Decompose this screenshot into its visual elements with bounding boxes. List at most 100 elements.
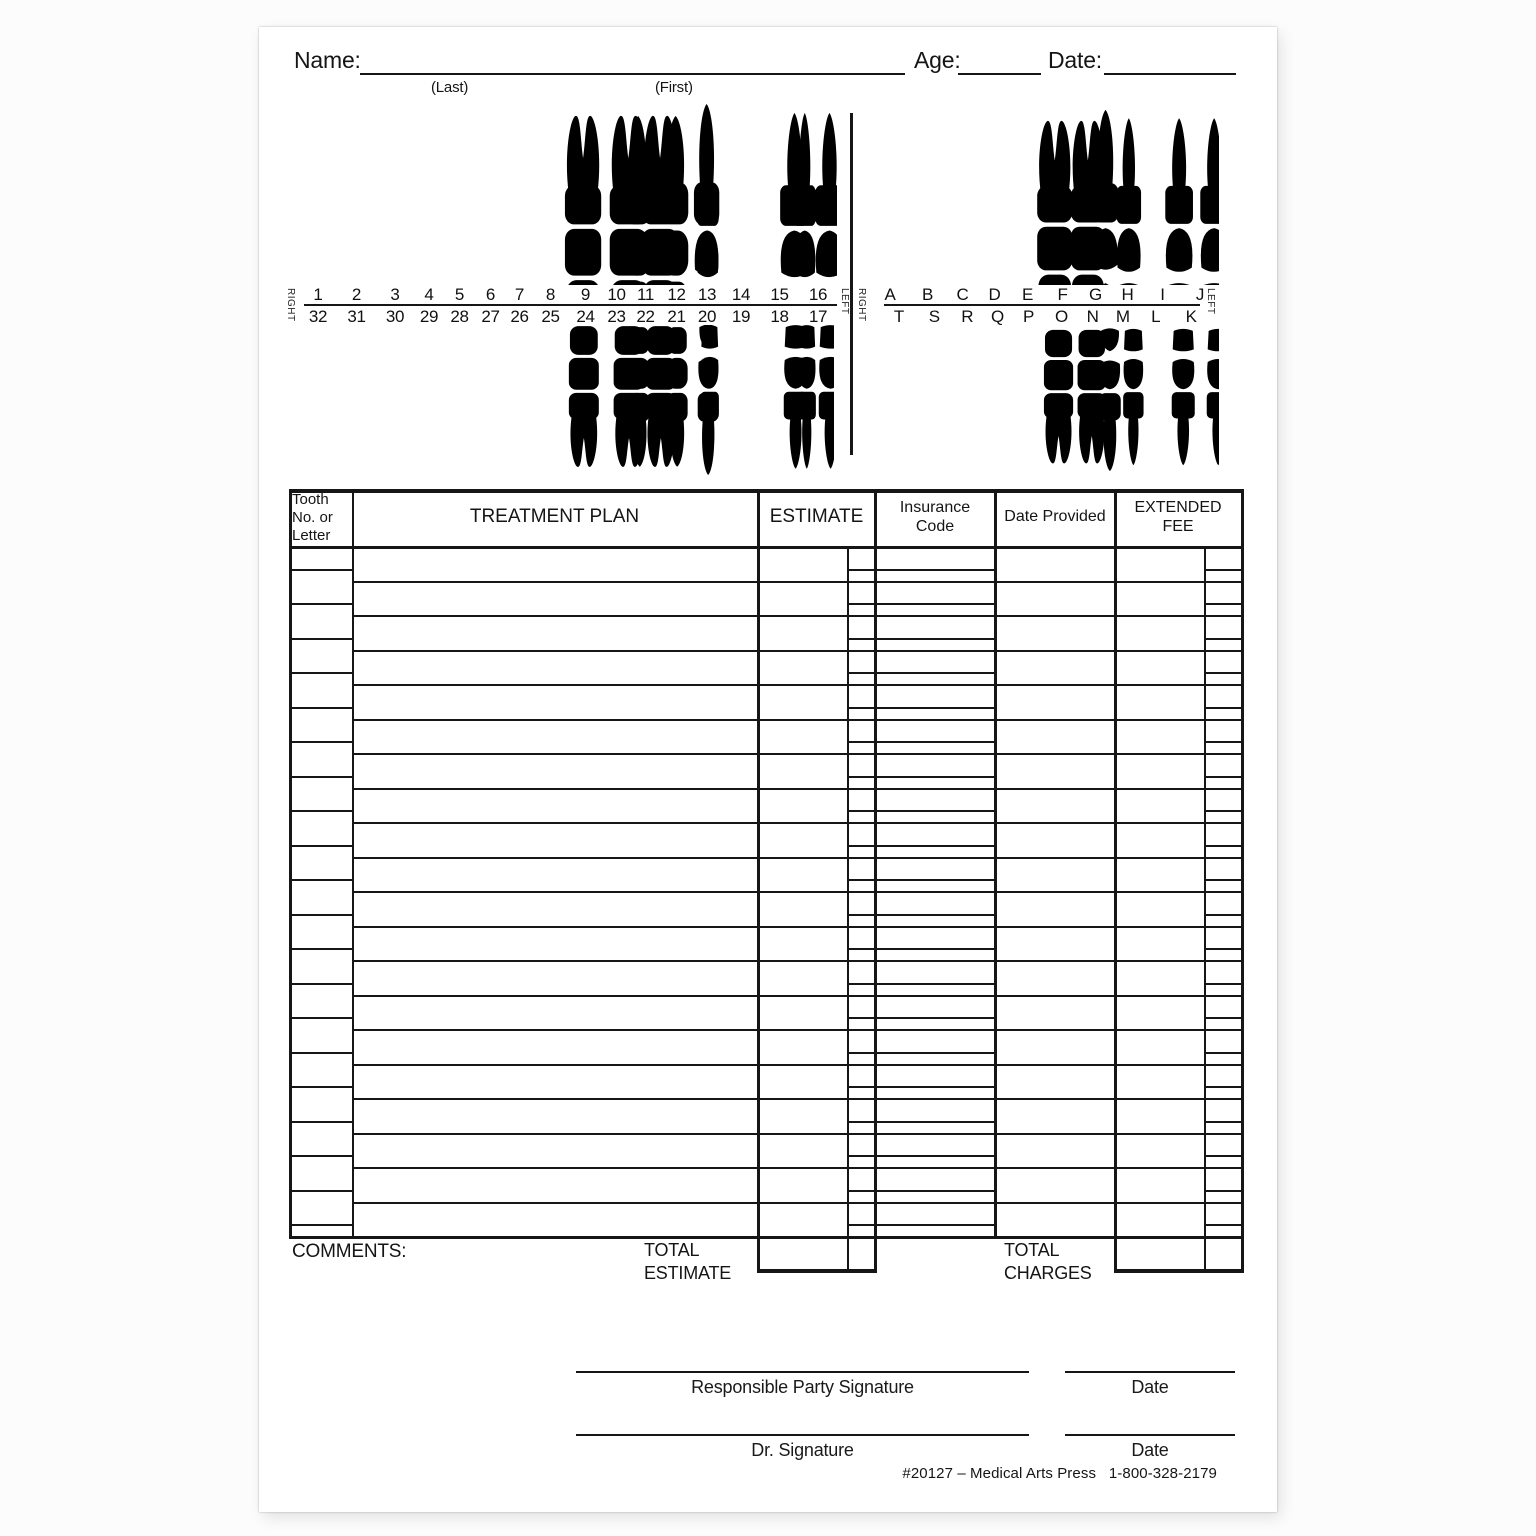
adult-upper-tooth-number: 16 [808,285,828,304]
fee-cents-writing-line [1204,1121,1241,1123]
total-charges-label: TOTAL CHARGES [1004,1240,1092,1283]
fee-cents-writing-line [1204,741,1241,743]
primary-upper-tooth-letter: J [1195,285,1205,304]
tooth-col-writing-line [289,879,352,881]
adult-upper-teeth-chart [564,104,837,285]
tooth-incisor [818,325,834,469]
estimate-cents-writing-line [847,569,994,571]
estimate-cents-writing-line [847,672,994,674]
primary-lower-tooth-letter: N [1086,307,1099,326]
adult-lower-tooth-number: 30 [385,307,405,326]
table-row-line [352,581,1241,583]
primary-lower-tooth-letter: T [893,307,904,326]
responsible-signature-label: Responsible Party Signature [691,1377,914,1397]
name-fill-line [360,73,905,75]
fee-cents-writing-line [1204,948,1241,950]
fee-cents-writing-line [1204,603,1241,605]
fee-cents-writing-line [1204,776,1241,778]
tooth-col-writing-line [289,569,352,571]
doctor-signature-line [576,1434,1029,1436]
estimate-cents-writing-line [847,776,994,778]
adult-upper-tooth-number: 2 [351,285,362,304]
adult-upper-tooth-number: 7 [514,285,525,304]
adult-upper-tooth-number: 8 [545,285,556,304]
table-row-line [352,719,1241,721]
primary-lower-tooth-letter: L [1151,307,1161,326]
fee-cents-writing-line [1204,707,1241,709]
age-fill-line [958,73,1041,75]
table-right-border [1241,489,1244,1269]
doctor-date-label: Date [1131,1440,1169,1460]
estimate-cents-writing-line [847,1190,994,1192]
total-charges-box-bottom [1114,1269,1244,1273]
fee-cents-writing-line [1204,914,1241,916]
estimate-cents-writing-line [847,741,994,743]
adult-lower-tooth-number: 31 [347,307,366,326]
adult-upper-tooth-number: 10 [607,285,626,304]
adult-lower-tooth-number: 26 [510,307,529,326]
adult-lower-tooth-number: 21 [667,307,686,326]
tooth-incisor [1116,118,1142,285]
primary-lower-tooth-letter: M [1115,307,1130,326]
tooth-incisor [1165,118,1193,285]
fee-cents-writing-line [1204,845,1241,847]
adult-lower-tooth-number: 20 [697,307,717,326]
primary-upper-tooth-letter: E [1021,285,1034,304]
table-row-line [352,650,1241,652]
estimate-cents-writing-line [847,638,994,640]
last-name-hint: (Last) [431,79,469,96]
primary-lower-tooth-letter: S [928,307,940,326]
primary-lower-tooth-letter: K [1185,307,1197,326]
tooth-col-writing-line [289,741,352,743]
fee-cents-writing-line [1204,810,1241,812]
fee-cents-writing-line [1204,1190,1241,1192]
tooth-col-writing-line [289,1086,352,1088]
estimate-cents-writing-line [847,948,994,950]
tooth-col-writing-line [289,983,352,985]
fee-cents-writing-line [1204,1086,1241,1088]
primary-upper-tooth-letter: C [956,285,969,304]
tooth-col-writing-line [289,1224,352,1226]
estimate-cents-writing-line [847,1086,994,1088]
table-top-border [289,489,1244,493]
adult-upper-tooth-number: 4 [424,285,434,304]
primary-upper-teeth-chart [1037,109,1219,285]
primary-lower-tooth-letter: O [1055,307,1068,326]
name-label: Name: [294,47,361,73]
table-left-border [289,489,292,1236]
tooth-molar [1037,120,1073,285]
treatment-estimate-divider [757,489,760,1269]
table-row-line [352,960,1241,962]
tooth-col-writing-line [289,810,352,812]
estimate-cents-writing-line [847,914,994,916]
total-estimate-label: TOTAL ESTIMATE [644,1240,732,1283]
adult-number-rule [304,304,837,306]
column-header-tooth: Tooth No. or Letter [292,491,333,544]
adult-lower-teeth-chart [568,325,834,475]
primary-upper-tooth-letter: F [1057,285,1068,304]
fee-cents-writing-line [1204,879,1241,881]
estimate-cents-writing-line [847,1017,994,1019]
adult-upper-tooth-number: 9 [580,285,591,304]
adult-left-side-label: LEFT [839,288,850,315]
fee-cents-writing-line [1204,638,1241,640]
estimate-cents-writing-line [847,1155,994,1157]
estimate-cents-writing-line [847,810,994,812]
table-row-line [352,857,1241,859]
adult-lower-tooth-number: 18 [770,307,789,326]
adult-lower-tooth-number: 27 [481,307,500,326]
estimate-cents-writing-line [847,1052,994,1054]
fee-cents-writing-line [1204,672,1241,674]
table-header-border [289,546,1244,549]
tooth-incisor [1171,328,1195,466]
column-header-estimate: ESTIMATE [769,506,864,528]
table-row-line [352,615,1241,617]
first-name-hint: (First) [655,79,693,96]
tooth-incisor [1200,118,1219,285]
tooth-incisor [1206,328,1219,466]
column-header-treatment-plan: TREATMENT PLAN [469,506,640,528]
adult-right-side-label: RIGHT [285,288,296,322]
adult-lower-tooth-number: 32 [308,307,328,326]
